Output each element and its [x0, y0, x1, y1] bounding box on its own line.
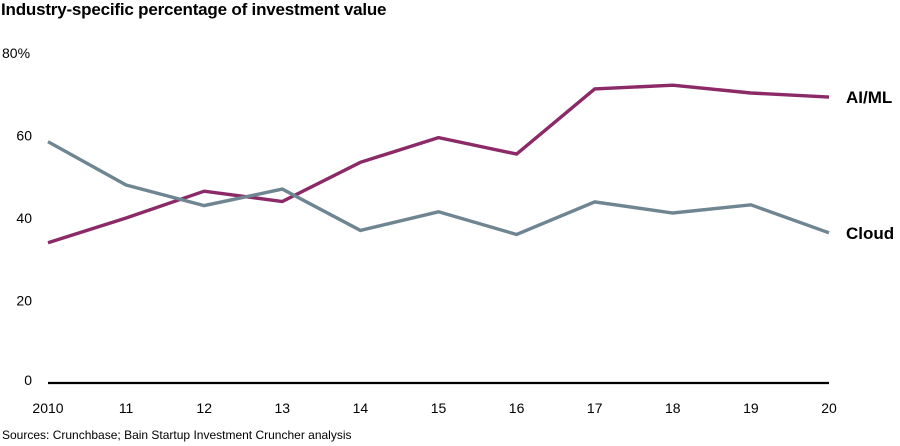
x-tick-label: 18 — [665, 400, 681, 416]
source-note: Sources: Crunchbase; Bain Startup Invest… — [2, 428, 352, 442]
x-tick-label: 15 — [431, 400, 447, 416]
series-label-ai-ml: AI/ML — [846, 88, 892, 107]
y-tick-label: 60 — [16, 128, 32, 144]
y-tick-label: 80% — [2, 45, 30, 61]
x-tick-label: 2010 — [32, 400, 63, 416]
x-tick-label: 14 — [353, 400, 369, 416]
x-tick-label: 20 — [821, 400, 837, 416]
series-line-ai-ml — [47, 83, 830, 245]
x-axis-ticks: 2010 11 12 13 14 15 16 17 18 19 20 — [32, 400, 837, 416]
y-axis-ticks: 0 20 40 60 80% — [2, 45, 32, 388]
series-lines — [47, 83, 830, 245]
series-label-cloud: Cloud — [846, 224, 894, 243]
x-tick-label: 16 — [509, 400, 525, 416]
series-line-cloud — [47, 140, 830, 237]
x-tick-label: 19 — [743, 400, 759, 416]
y-tick-label: 40 — [16, 210, 32, 226]
y-tick-label: 20 — [16, 293, 32, 309]
x-tick-label: 12 — [196, 400, 212, 416]
y-tick-label: 0 — [24, 372, 32, 388]
series-labels: AI/ML Cloud — [846, 88, 894, 243]
x-tick-label: 13 — [275, 400, 291, 416]
x-tick-label: 17 — [587, 400, 603, 416]
chart-title: Industry-specific percentage of investme… — [1, 0, 387, 19]
x-tick-label: 11 — [119, 400, 134, 416]
